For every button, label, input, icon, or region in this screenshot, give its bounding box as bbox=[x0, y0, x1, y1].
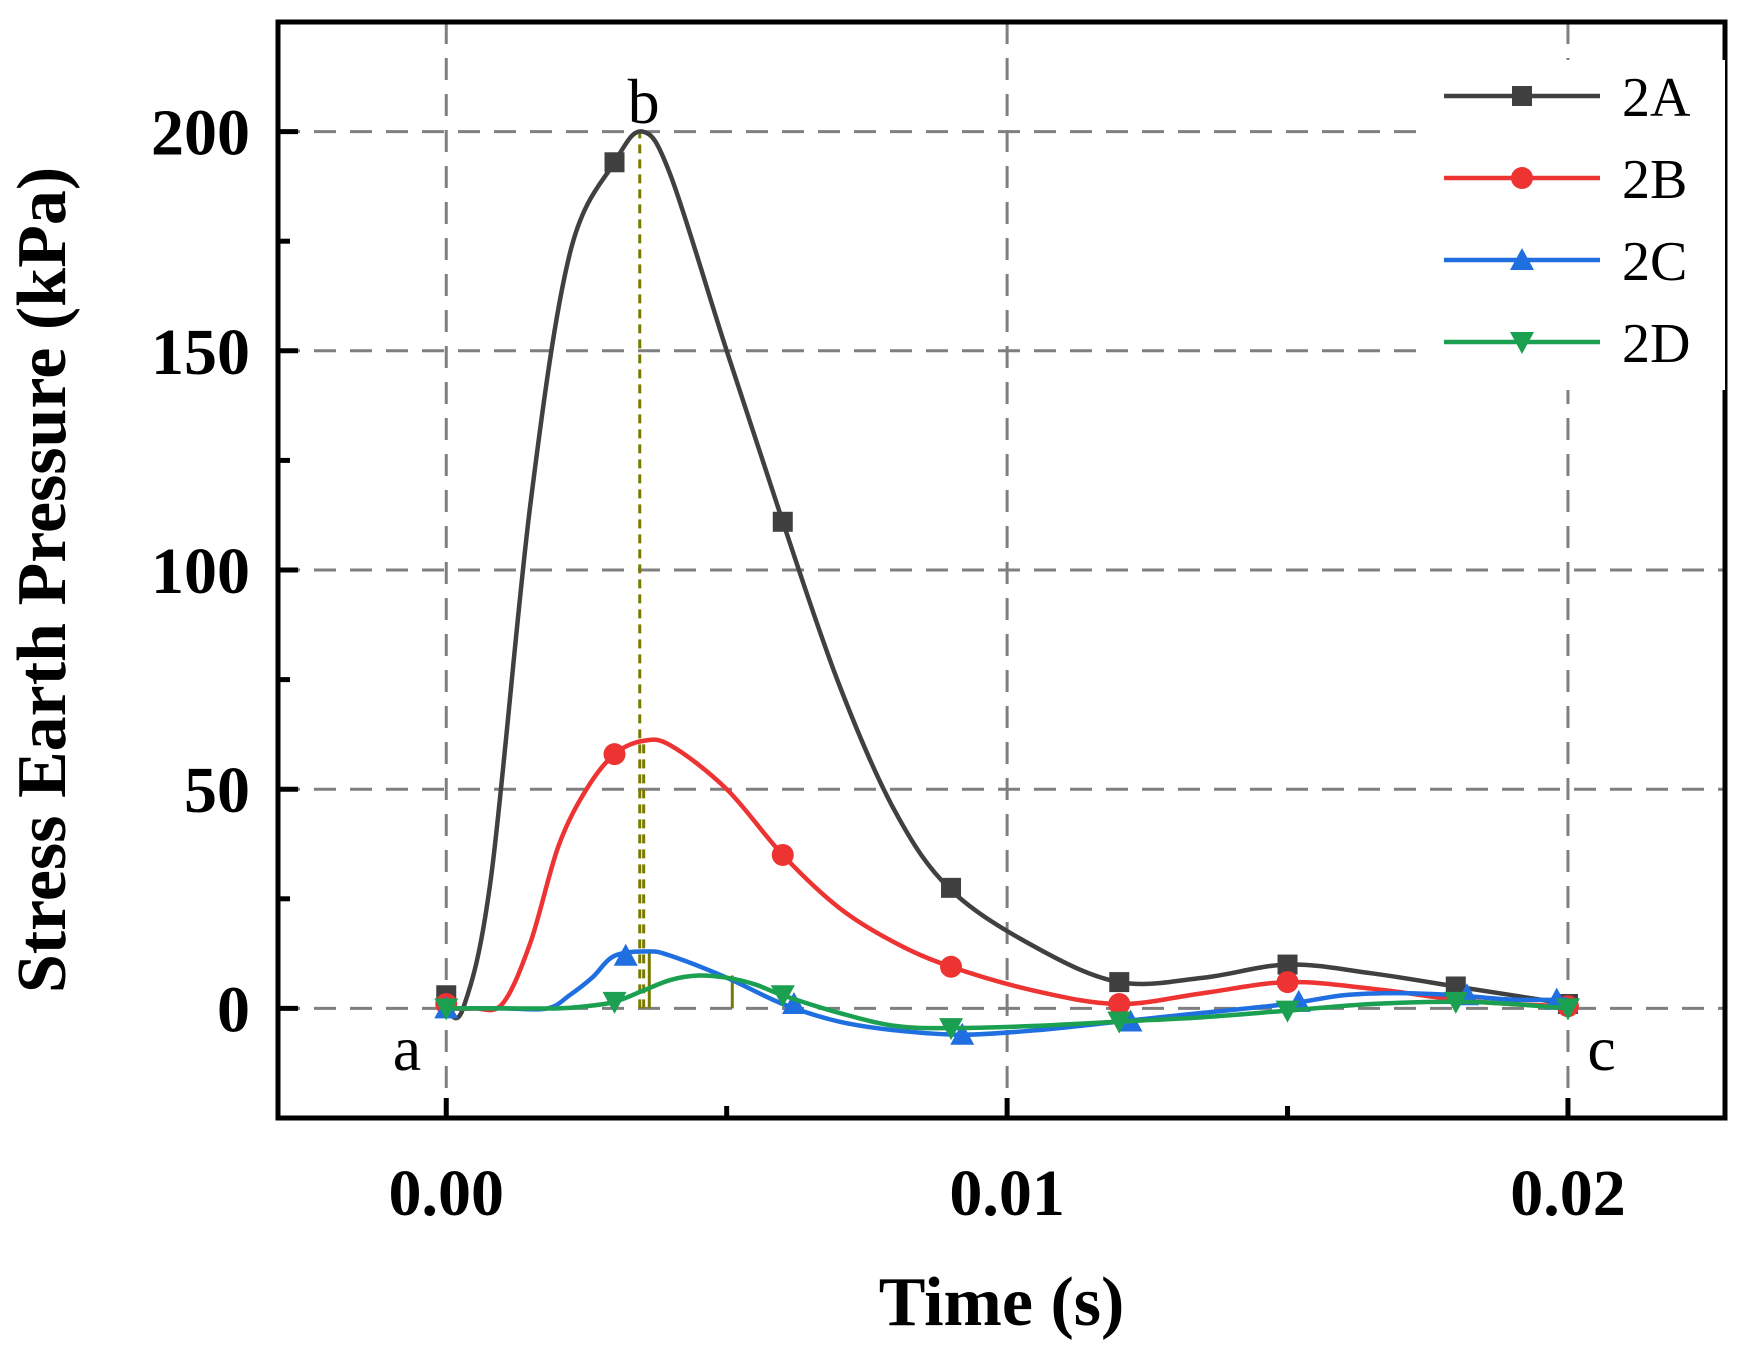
y-axis-title: Stress Earth Pressure (kPa) bbox=[4, 167, 81, 993]
legend-marker bbox=[1510, 332, 1534, 354]
data-point-2C bbox=[613, 943, 638, 966]
data-point-2D bbox=[434, 998, 459, 1021]
legend-background bbox=[1425, 60, 1725, 390]
y-tick-label: 50 bbox=[184, 754, 250, 827]
data-point-2D bbox=[770, 985, 795, 1008]
data-point-2A bbox=[604, 152, 625, 173]
data-point-2D bbox=[1107, 1011, 1132, 1034]
legend-label: 2D bbox=[1622, 313, 1690, 375]
y-tick-label: 150 bbox=[151, 316, 250, 389]
data-point-2D bbox=[1555, 998, 1580, 1021]
legend-item-2D: 2D bbox=[1444, 313, 1690, 375]
y-tick-label: 200 bbox=[151, 97, 250, 170]
data-point-2B bbox=[603, 743, 626, 766]
annotation-c: c bbox=[1587, 1013, 1615, 1084]
data-point-2A bbox=[1277, 954, 1298, 975]
series-layer bbox=[434, 129, 1580, 1045]
data-point-2D bbox=[939, 1018, 964, 1041]
series-line-2C bbox=[446, 949, 1569, 1037]
data-point-2A bbox=[1445, 976, 1466, 997]
legend-marker bbox=[1512, 86, 1532, 106]
legend-label: 2B bbox=[1622, 149, 1687, 211]
tick-labels: 0.00 0.01 0.02 0 50 100 150 200 bbox=[151, 97, 1626, 1230]
series-line-2B bbox=[446, 737, 1569, 1013]
legend-label: 2C bbox=[1622, 231, 1687, 293]
data-point-2D bbox=[602, 991, 627, 1014]
data-point-2A bbox=[1109, 972, 1130, 993]
data-point-2B bbox=[1108, 993, 1131, 1016]
series-line-2D bbox=[446, 973, 1569, 1031]
axis-ticks bbox=[278, 129, 1571, 1118]
annotation-b: b bbox=[628, 66, 660, 137]
x-tick-label: 0.02 bbox=[1510, 1157, 1626, 1230]
annotation-a: a bbox=[393, 1013, 421, 1084]
legend-item-2A: 2A bbox=[1444, 67, 1691, 129]
legend-marker bbox=[1510, 248, 1534, 270]
legend-item-2C: 2C bbox=[1444, 231, 1687, 293]
x-axis-title: Time (s) bbox=[879, 1264, 1125, 1341]
legend-label: 2A bbox=[1622, 67, 1691, 129]
x-tick-label: 0.00 bbox=[389, 1157, 505, 1230]
data-point-2C bbox=[781, 992, 806, 1015]
data-point-2D bbox=[1275, 1000, 1300, 1023]
y-tick-label: 0 bbox=[217, 973, 250, 1046]
data-point-2C bbox=[950, 1022, 975, 1045]
data-point-2A bbox=[941, 877, 962, 898]
series-2D bbox=[434, 973, 1580, 1041]
data-point-2A bbox=[772, 511, 793, 532]
data-point-2B bbox=[940, 955, 963, 978]
x-tick-label: 0.01 bbox=[949, 1157, 1065, 1230]
y-tick-label: 100 bbox=[151, 535, 250, 608]
data-point-2D bbox=[1443, 991, 1468, 1014]
data-point-2B bbox=[771, 843, 794, 866]
data-point-2B bbox=[1276, 971, 1299, 994]
legend: 2A 2B 2C 2D bbox=[1425, 60, 1725, 390]
legend-marker bbox=[1511, 167, 1533, 189]
legend-item-2B: 2B bbox=[1444, 149, 1687, 211]
point-annotations: a b c bbox=[393, 66, 1616, 1084]
